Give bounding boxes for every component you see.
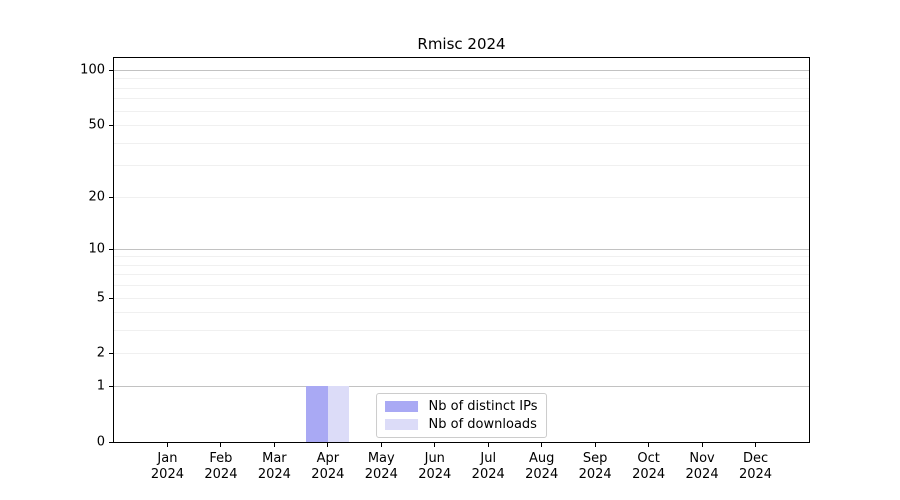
x-axis-tick-label: Apr 2024 [311, 451, 344, 483]
minor-gridline [114, 142, 809, 144]
x-tick-month: Nov [689, 451, 715, 466]
x-tick-month: Dec [742, 451, 769, 466]
x-axis-tick-label: Jun 2024 [418, 451, 451, 483]
legend-entry-downloads: Nb of downloads [384, 417, 538, 432]
x-tick-month: Jul [480, 451, 497, 466]
x-tick-month: May [367, 451, 395, 466]
legend-label-distinct-ips: Nb of distinct IPs [428, 399, 538, 414]
x-tick-year: 2024 [738, 467, 773, 482]
y-axis-tick-label: 1 [96, 378, 105, 394]
y-axis-tick [109, 70, 113, 71]
x-axis-tick [166, 442, 168, 447]
y-axis-tick-label: 5 [96, 290, 105, 306]
x-tick-year: 2024 [311, 467, 345, 482]
major-gridline [114, 386, 809, 388]
minor-gridline [114, 285, 809, 287]
x-axis-tick-label: Nov 2024 [686, 451, 719, 483]
y-axis-tick [109, 386, 113, 388]
x-tick-year: 2024 [418, 467, 452, 482]
x-axis-tick-label: Feb 2024 [204, 451, 237, 483]
minor-gridline [114, 125, 809, 127]
legend: Nb of distinct IPs Nb of downloads [375, 393, 548, 438]
x-tick-month: Apr [316, 451, 340, 466]
x-axis-tick-label: Jan 2024 [151, 451, 184, 483]
x-tick-year: 2024 [471, 467, 505, 482]
x-axis-tick [434, 442, 436, 447]
x-tick-month: Aug [528, 451, 555, 466]
x-tick-year: 2024 [525, 467, 559, 482]
minor-gridline [114, 256, 809, 258]
x-tick-month: Mar [262, 451, 287, 466]
x-tick-year: 2024 [685, 467, 719, 482]
x-axis-tick-label: Jul 2024 [472, 451, 505, 483]
x-tick-year: 2024 [632, 467, 666, 482]
y-axis-tick-label: 0 [96, 434, 105, 450]
x-axis-tick-label: Dec 2024 [739, 451, 772, 483]
legend-label-downloads: Nb of downloads [428, 417, 537, 432]
x-tick-year: 2024 [150, 467, 184, 482]
legend-swatch-distinct-ips [384, 401, 418, 412]
minor-gridline [114, 330, 809, 332]
x-axis-tick [273, 442, 275, 447]
minor-gridline [114, 264, 809, 266]
plot-area: Nb of distinct IPs Nb of downloads 0 1 2 5 1… [80, 57, 810, 482]
x-axis-tick [701, 442, 703, 447]
minor-gridline [114, 312, 809, 314]
x-tick-year: 2024 [204, 467, 238, 482]
x-tick-month: Jun [424, 451, 445, 466]
x-axis-tick [541, 442, 543, 447]
x-axis-tick [380, 442, 382, 447]
x-tick-month: Oct [637, 451, 660, 466]
minor-gridline [114, 297, 809, 299]
bar-nb-of-downloads [327, 386, 350, 442]
x-tick-year: 2024 [578, 467, 612, 482]
minor-gridline [114, 353, 809, 355]
x-tick-month: Jan [157, 451, 178, 466]
y-axis-tick-label: 20 [88, 189, 105, 205]
major-gridline [114, 70, 809, 71]
minor-gridline [114, 110, 809, 112]
y-axis-tick [109, 442, 113, 443]
minor-gridline [114, 165, 809, 167]
y-axis-tick-label: 2 [96, 345, 105, 361]
x-axis-tick-label: Mar 2024 [258, 451, 291, 483]
x-axis-tick-label: Oct 2024 [632, 451, 665, 483]
x-axis-tick [594, 442, 596, 447]
minor-gridline [114, 87, 809, 89]
x-axis-tick [755, 442, 757, 447]
x-tick-month: Sep [582, 451, 608, 466]
y-axis-tick [109, 297, 113, 299]
x-tick-year: 2024 [257, 467, 291, 482]
y-axis-tick [109, 248, 113, 250]
y-axis-tick-label: 50 [88, 117, 105, 133]
y-axis-tick [109, 353, 113, 355]
chart-title: Rmisc 2024 [417, 35, 506, 53]
minor-gridline [114, 196, 809, 198]
major-gridline [114, 248, 809, 250]
y-axis-tick [109, 196, 113, 198]
x-axis-tick [648, 442, 650, 447]
legend-entry-distinct-ips: Nb of distinct IPs [384, 399, 538, 414]
x-axis-tick [487, 442, 489, 447]
minor-gridline [114, 78, 809, 80]
x-axis-tick [327, 442, 329, 447]
x-axis-tick-label: May 2024 [365, 451, 398, 483]
x-axis-tick-label: Aug 2024 [525, 451, 558, 483]
x-axis-tick [220, 442, 222, 447]
legend-swatch-downloads [384, 419, 418, 430]
y-axis-tick-label: 10 [88, 241, 105, 257]
minor-gridline [114, 98, 809, 100]
x-tick-year: 2024 [364, 467, 398, 482]
y-axis-tick-label: 100 [80, 62, 105, 78]
x-axis-tick-label: Sep 2024 [579, 451, 612, 483]
bar-nb-of-distinct-ips [306, 386, 328, 442]
y-axis-tick [109, 125, 113, 127]
minor-gridline [114, 274, 809, 276]
x-tick-month: Feb [209, 451, 233, 466]
